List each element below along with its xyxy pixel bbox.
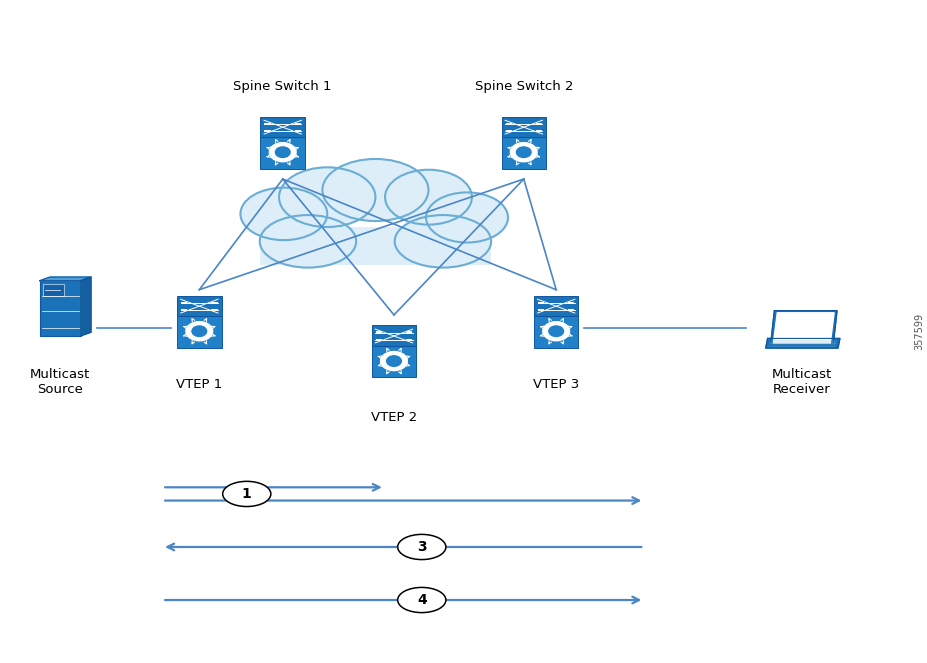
FancyBboxPatch shape xyxy=(264,123,271,125)
FancyBboxPatch shape xyxy=(177,316,222,347)
FancyBboxPatch shape xyxy=(211,309,218,311)
FancyBboxPatch shape xyxy=(181,309,187,311)
FancyBboxPatch shape xyxy=(260,227,491,265)
Ellipse shape xyxy=(279,167,375,227)
Circle shape xyxy=(275,147,290,157)
Text: 1: 1 xyxy=(242,487,251,501)
Text: Spine Switch 1: Spine Switch 1 xyxy=(234,80,332,93)
Polygon shape xyxy=(773,313,834,343)
FancyBboxPatch shape xyxy=(538,309,544,311)
FancyBboxPatch shape xyxy=(534,316,578,347)
Ellipse shape xyxy=(260,215,356,268)
Polygon shape xyxy=(81,277,91,336)
Ellipse shape xyxy=(240,188,327,240)
Circle shape xyxy=(549,326,564,336)
Text: 3: 3 xyxy=(417,540,426,554)
FancyBboxPatch shape xyxy=(264,130,271,132)
FancyBboxPatch shape xyxy=(536,123,542,125)
Text: Multicast
Receiver: Multicast Receiver xyxy=(772,368,832,396)
FancyBboxPatch shape xyxy=(40,280,81,336)
Ellipse shape xyxy=(398,534,446,560)
FancyBboxPatch shape xyxy=(375,332,382,334)
FancyBboxPatch shape xyxy=(505,130,512,132)
Ellipse shape xyxy=(398,587,446,613)
Ellipse shape xyxy=(323,159,428,221)
Ellipse shape xyxy=(426,192,508,243)
FancyBboxPatch shape xyxy=(534,296,578,316)
FancyBboxPatch shape xyxy=(177,296,222,316)
FancyBboxPatch shape xyxy=(375,339,382,341)
Circle shape xyxy=(186,322,212,341)
FancyBboxPatch shape xyxy=(406,339,413,341)
Circle shape xyxy=(192,326,207,336)
FancyBboxPatch shape xyxy=(211,302,218,304)
Circle shape xyxy=(516,147,531,157)
FancyBboxPatch shape xyxy=(538,302,544,304)
FancyBboxPatch shape xyxy=(536,130,542,132)
Circle shape xyxy=(543,322,569,341)
Text: VTEP 2: VTEP 2 xyxy=(371,411,417,424)
Circle shape xyxy=(511,143,537,162)
Polygon shape xyxy=(766,338,840,348)
Ellipse shape xyxy=(222,481,271,507)
Polygon shape xyxy=(770,311,837,345)
Text: VTEP 1: VTEP 1 xyxy=(176,378,222,391)
Circle shape xyxy=(270,143,296,162)
Circle shape xyxy=(387,356,401,366)
FancyBboxPatch shape xyxy=(502,137,546,168)
FancyBboxPatch shape xyxy=(260,117,305,137)
FancyBboxPatch shape xyxy=(372,346,416,377)
Text: Spine Switch 2: Spine Switch 2 xyxy=(475,80,573,93)
Text: Multicast
Source: Multicast Source xyxy=(31,368,90,396)
FancyBboxPatch shape xyxy=(568,309,575,311)
FancyBboxPatch shape xyxy=(260,137,305,168)
FancyBboxPatch shape xyxy=(502,117,546,137)
Polygon shape xyxy=(40,277,91,280)
Text: 4: 4 xyxy=(417,593,426,607)
Ellipse shape xyxy=(385,170,472,225)
FancyBboxPatch shape xyxy=(372,326,416,346)
Circle shape xyxy=(381,351,407,371)
FancyBboxPatch shape xyxy=(43,284,64,296)
FancyBboxPatch shape xyxy=(295,130,301,132)
Text: VTEP 3: VTEP 3 xyxy=(533,378,579,391)
FancyBboxPatch shape xyxy=(181,302,187,304)
FancyBboxPatch shape xyxy=(295,123,301,125)
Text: 357599: 357599 xyxy=(915,313,924,350)
FancyBboxPatch shape xyxy=(505,123,512,125)
FancyBboxPatch shape xyxy=(406,332,413,334)
Ellipse shape xyxy=(395,215,491,268)
FancyBboxPatch shape xyxy=(568,302,575,304)
